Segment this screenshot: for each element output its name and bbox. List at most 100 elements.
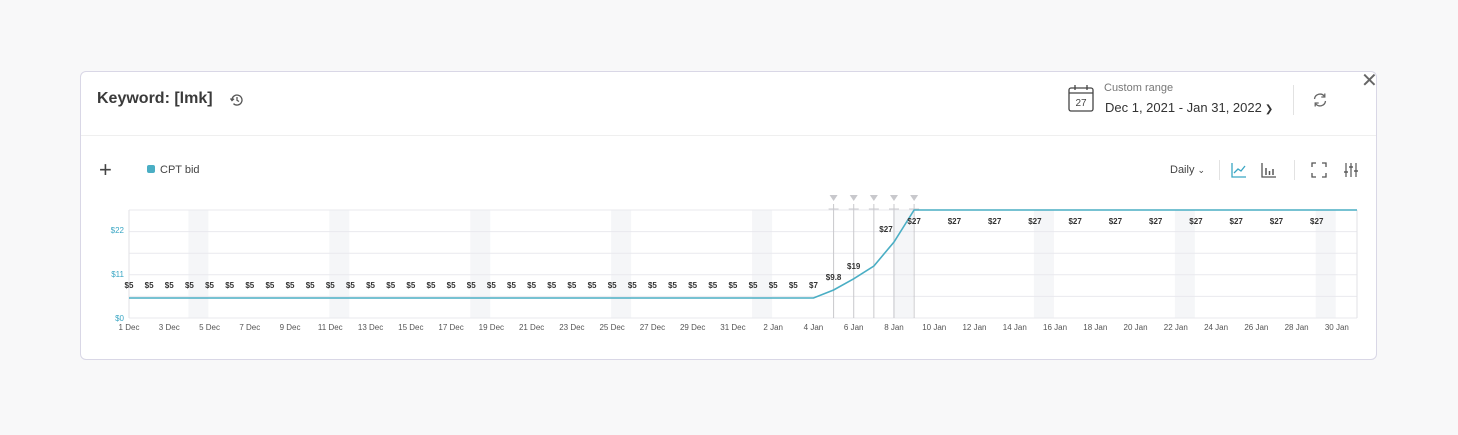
bar-chart-icon[interactable]	[1261, 162, 1277, 178]
data-label: $5	[769, 281, 778, 290]
data-label: $5	[789, 281, 798, 290]
data-label: $5	[547, 281, 556, 290]
data-label: $27	[1028, 217, 1042, 226]
x-tick-label: 29 Dec	[680, 323, 705, 332]
data-label: $27	[879, 225, 893, 234]
history-icon[interactable]	[228, 91, 246, 109]
x-tick-label: 11 Dec	[318, 323, 343, 332]
data-label: $5	[708, 281, 717, 290]
refresh-icon[interactable]	[1311, 91, 1329, 109]
weekend-band	[470, 210, 491, 318]
x-tick-label: 19 Dec	[479, 323, 504, 332]
chevron-down-icon[interactable]: ❯	[1264, 104, 1274, 115]
plus-icon[interactable]: +	[99, 157, 112, 182]
y-tick-label: $0	[115, 314, 124, 323]
data-label: $5	[406, 281, 415, 290]
data-label: $5	[225, 281, 234, 290]
data-label: $27	[948, 217, 962, 226]
x-tick-label: 4 Jan	[804, 323, 824, 332]
calendar-icon[interactable]: 27	[1068, 84, 1094, 113]
toolbar-divider	[1294, 160, 1295, 180]
data-label: $5	[245, 281, 254, 290]
x-tick-label: 21 Dec	[519, 323, 544, 332]
data-label: $27	[1149, 217, 1163, 226]
data-label: $5	[145, 281, 154, 290]
line-chart-icon[interactable]	[1231, 162, 1247, 178]
data-label: $5	[688, 281, 697, 290]
data-label: $27	[1189, 217, 1203, 226]
x-tick-label: 24 Jan	[1204, 323, 1228, 332]
weekend-band	[329, 210, 350, 318]
series-line-cpt-bid	[129, 209, 1357, 299]
x-tick-label: 20 Jan	[1124, 323, 1148, 332]
data-label: $5	[366, 281, 375, 290]
data-label: $5	[668, 281, 677, 290]
cpt-bid-chart: $0 $11 $22 1 Dec 3 Dec 5 Dec 7 Dec 9 Dec 11 Dec 1…	[111, 195, 1358, 332]
data-label: $27	[907, 217, 921, 226]
x-tick-label: 30 Jan	[1325, 323, 1349, 332]
data-label: $5	[427, 281, 436, 290]
date-range-value: Dec 1, 2021 - Jan 31, 2022	[1105, 100, 1262, 115]
data-label: $27	[1310, 217, 1324, 226]
event-marker-icon	[829, 195, 838, 201]
weekend-band	[611, 210, 632, 318]
x-tick-label: 5 Dec	[199, 323, 220, 332]
legend-swatch	[147, 165, 155, 173]
period-select[interactable]: Daily ⌄	[1170, 164, 1205, 176]
x-tick-label: 26 Jan	[1244, 323, 1268, 332]
data-label: $5	[628, 281, 637, 290]
data-label: $27	[1230, 217, 1244, 226]
weekend-band	[1315, 210, 1336, 318]
x-tick-label: 9 Dec	[280, 323, 301, 332]
x-tick-label: 12 Jan	[962, 323, 986, 332]
x-tick-label: 7 Dec	[239, 323, 260, 332]
weekend-band	[752, 210, 773, 318]
data-label: $7	[809, 281, 818, 290]
y-tick-label: $22	[111, 226, 125, 235]
legend-item-cpt-bid[interactable]: CPT bid	[147, 164, 200, 176]
weekend-band	[1174, 210, 1195, 318]
page-title: Keyword: [lmk]	[97, 90, 213, 107]
range-label: Custom range	[1104, 82, 1174, 94]
data-label: $5	[749, 281, 758, 290]
data-label: $5	[608, 281, 617, 290]
date-range-select[interactable]: Dec 1, 2021 - Jan 31, 2022 ❯	[1105, 100, 1273, 115]
fullscreen-icon[interactable]	[1311, 162, 1327, 178]
calendar-day: 27	[1075, 98, 1087, 109]
x-tick-label: 10 Jan	[922, 323, 946, 332]
x-tick-label: 6 Jan	[844, 323, 864, 332]
data-label: $5	[185, 281, 194, 290]
event-marker-icon	[869, 195, 878, 201]
x-tick-label: 13 Dec	[358, 323, 383, 332]
data-label: $5	[588, 281, 597, 290]
data-label: $5	[205, 281, 214, 290]
x-tick-label: 18 Jan	[1083, 323, 1107, 332]
data-label: $19	[847, 262, 861, 271]
data-label: $5	[487, 281, 496, 290]
x-tick-label: 3 Dec	[159, 323, 180, 332]
x-tick-label: 8 Jan	[884, 323, 904, 332]
x-tick-label: 2 Jan	[763, 323, 783, 332]
data-label: $27	[1270, 217, 1284, 226]
close-icon[interactable]: ✕	[1361, 70, 1378, 92]
data-label: $5	[567, 281, 576, 290]
keyword-chart-card: Keyword: [lmk] 27 Custom range Dec 1, 20…	[80, 70, 1378, 360]
x-tick-label: 16 Jan	[1043, 323, 1067, 332]
x-tick-label: 17 Dec	[438, 323, 463, 332]
data-label: $5	[165, 281, 174, 290]
data-label: $27	[1068, 217, 1082, 226]
x-tick-label: 22 Jan	[1164, 323, 1188, 332]
data-label: $5	[306, 281, 315, 290]
data-label: $27	[1109, 217, 1123, 226]
event-marker-icon	[910, 195, 919, 201]
x-tick-label: 23 Dec	[559, 323, 584, 332]
data-label: $5	[507, 281, 516, 290]
x-tick-label: 1 Dec	[119, 323, 140, 332]
card-header: Keyword: [lmk] 27 Custom range Dec 1, 20…	[81, 70, 1378, 136]
x-tick-label: 14 Jan	[1003, 323, 1027, 332]
weekend-band	[1033, 210, 1054, 318]
toolbar-divider	[1219, 160, 1220, 180]
x-tick-label: 31 Dec	[720, 323, 745, 332]
data-label: $5	[447, 281, 456, 290]
settings-sliders-icon[interactable]	[1343, 162, 1359, 178]
